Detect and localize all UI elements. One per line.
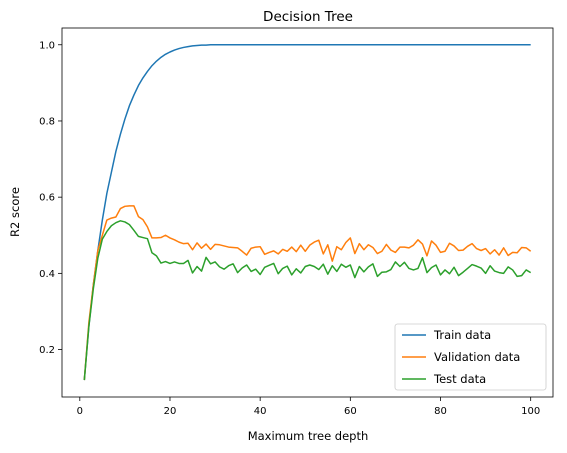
y-axis-ticks: 0.2 0.4 0.6 0.8 1.0 — [39, 40, 62, 356]
legend-label-test: Test data — [433, 372, 486, 386]
series-line-0 — [83, 44, 531, 381]
y-axis-label: R2 score — [8, 187, 22, 237]
x-tick-label: 20 — [164, 406, 177, 417]
x-axis-label: Maximum tree depth — [248, 429, 369, 443]
x-tick-label: 40 — [254, 406, 267, 417]
legend-label-validation: Validation data — [434, 350, 520, 364]
x-axis-ticks: 0 20 40 60 80 100 — [77, 397, 540, 417]
series-line-2 — [83, 220, 532, 381]
series-line-1 — [83, 205, 532, 381]
chart-title: Decision Tree — [263, 9, 353, 25]
y-tick-label: 0.2 — [39, 345, 55, 356]
plot-lines — [83, 44, 532, 381]
x-tick-label: 0 — [77, 406, 83, 417]
x-tick-label: 60 — [344, 406, 357, 417]
x-tick-label: 100 — [521, 406, 540, 417]
legend-box — [394, 323, 547, 391]
x-tick-label: 80 — [434, 406, 447, 417]
y-tick-label: 1.0 — [39, 40, 55, 51]
legend-label-train: Train data — [433, 328, 491, 342]
y-tick-label: 0.4 — [39, 269, 55, 280]
y-tick-label: 0.8 — [39, 116, 55, 127]
legend: Train data Validation data Test data — [394, 323, 547, 391]
plot-frame — [61, 27, 554, 398]
y-tick-label: 0.6 — [39, 193, 55, 204]
